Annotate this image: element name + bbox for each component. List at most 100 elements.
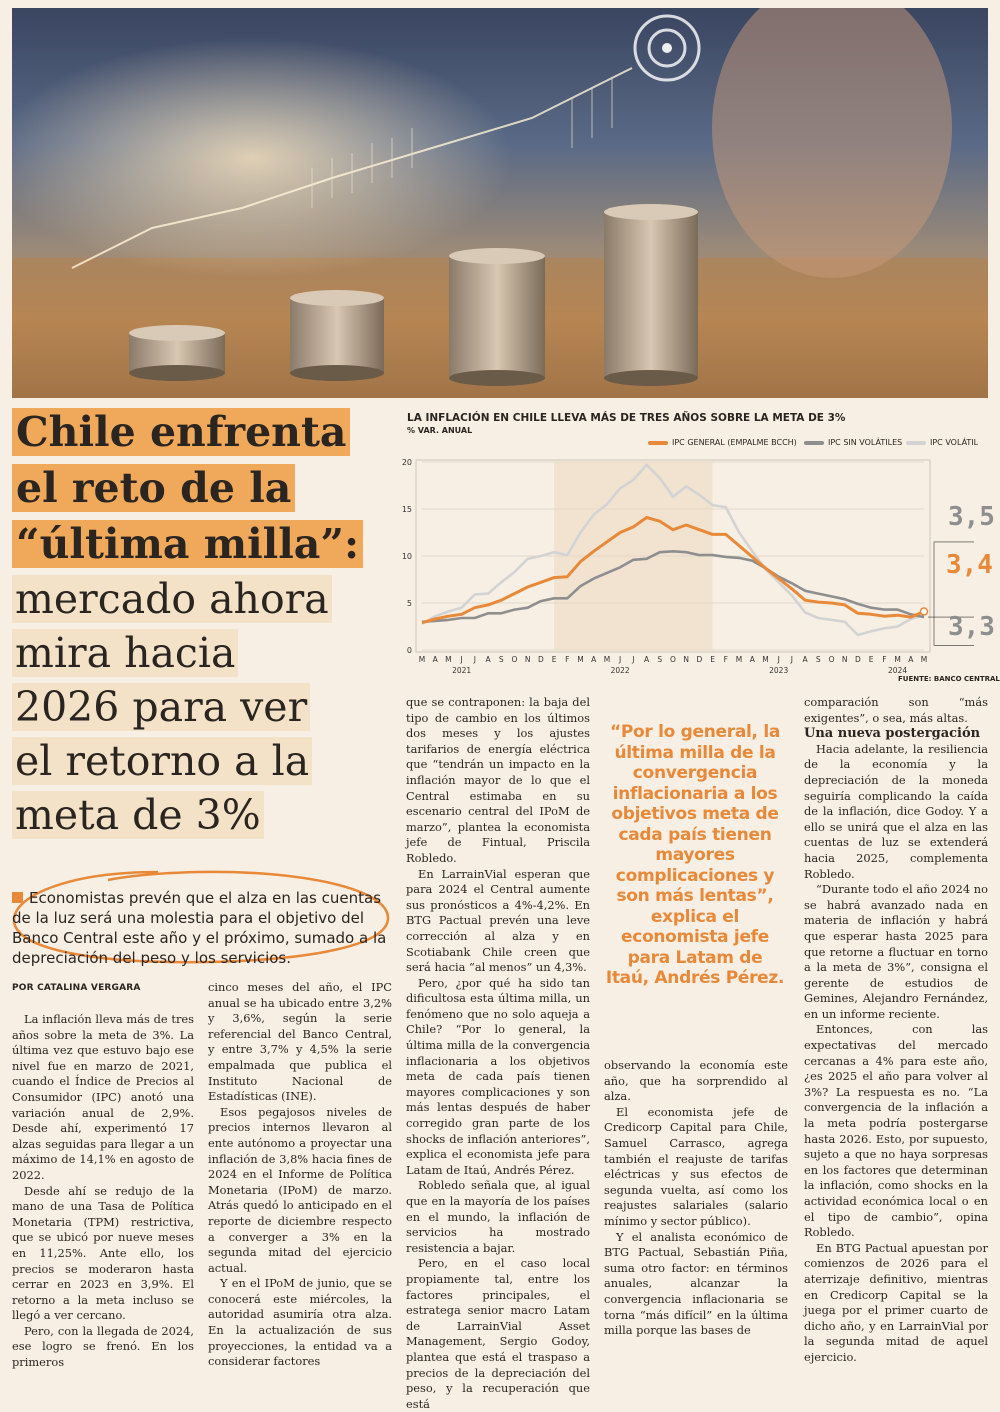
x-tick-label: N <box>525 655 531 664</box>
paragraph: Y el analista económico de BTG Pactual, … <box>604 1229 788 1338</box>
x-tick-label: N <box>683 655 689 664</box>
x-tick-label: M <box>419 655 425 664</box>
series-line <box>421 516 925 625</box>
x-tick-label: M <box>736 655 742 664</box>
hero-photo <box>12 8 988 398</box>
paragraph: En LarrainVial esperan que para 2024 el … <box>406 866 590 975</box>
y-tick-label: 10 <box>402 552 412 561</box>
article-column-5: comparación son “más exigentes”, o sea, … <box>804 695 988 1366</box>
x-tick-label: F <box>565 655 569 664</box>
paragraph: Pero, en el caso local propiamente tal, … <box>406 1256 590 1411</box>
x-tick-label: A <box>591 655 597 664</box>
paragraph: que se contraponen: la baja del tipo de … <box>406 695 590 865</box>
x-tick-label: D <box>538 655 544 664</box>
end-value-volatil: 3,3 <box>948 612 995 642</box>
legend-ipc-general: IPC GENERAL (EMPALME BCCH) <box>648 438 797 447</box>
x-tick-label: D <box>855 655 861 664</box>
paragraph: Entonces, con las expectativas del merca… <box>804 1022 988 1240</box>
series-line <box>421 550 925 624</box>
lead-text: Economistas prevén que el alza en las cu… <box>12 889 387 967</box>
x-tick-label: F <box>882 655 886 664</box>
article-column-3: que se contraponen: la baja del tipo de … <box>406 695 590 1412</box>
x-tick-label: A <box>644 655 650 664</box>
legend-label: IPC SIN VOLÁTILES <box>828 438 903 447</box>
paragraph: En BTG Pactual apuestan por comienzos de… <box>804 1240 988 1364</box>
x-tick-label: M <box>762 655 768 664</box>
chart-source: FUENTE: BANCO CENTRAL <box>898 675 1000 683</box>
x-tick-label: E <box>552 655 557 664</box>
subtitle-line-3: 2026 para ver <box>12 683 311 731</box>
year-label: 2024 <box>888 666 907 675</box>
subtitle-line-2: mira hacia <box>12 629 239 677</box>
paragraph: comparación son “más exigentes”, o sea, … <box>804 695 988 725</box>
paragraph: observando la economía este año, que ha … <box>604 1058 788 1104</box>
subtitle-line-1: mercado ahora <box>12 575 332 623</box>
x-tick-label: D <box>697 655 703 664</box>
x-tick-label: E <box>869 655 874 664</box>
paragraph: Pero, con la llegada de 2024, ese logro … <box>12 1323 194 1370</box>
y-tick-label: 20 <box>402 458 412 467</box>
headline-line-2: el reto de la <box>12 464 296 512</box>
x-tick-label: J <box>473 655 476 664</box>
paragraph: Pero, ¿por qué ha sido tan dificultosa e… <box>406 975 590 1177</box>
callout-line <box>928 541 974 618</box>
paragraph: El economista jefe de Credicorp Capital … <box>604 1104 788 1228</box>
end-value-ipc-general: 3,4 <box>946 550 993 580</box>
legend-label: IPC VOLÁTIL <box>930 438 979 447</box>
x-tick-label: J <box>618 655 621 664</box>
x-tick-label: A <box>750 655 756 664</box>
headline-bold: Chile enfrenta el reto de la “última mil… <box>12 404 398 572</box>
article-column-4: observando la economía este año, que ha … <box>604 1058 788 1339</box>
callout-line <box>933 617 974 646</box>
paragraph: “Durante todo el año 2024 no se habrá av… <box>804 882 988 1021</box>
x-tick-label: M <box>894 655 900 664</box>
hand-drawn-oval <box>12 870 390 964</box>
x-tick-label: A <box>908 655 914 664</box>
paragraph: La inflación lleva más de tres años sobr… <box>12 1012 194 1182</box>
year-label: 2023 <box>769 666 788 675</box>
x-tick-label: M <box>921 655 927 664</box>
x-tick-label: M <box>445 655 451 664</box>
legend-swatch <box>648 440 668 445</box>
y-tick-label: 15 <box>402 505 412 514</box>
chart-unit-label: % VAR. ANUAL <box>407 426 473 435</box>
x-tick-label: F <box>724 655 728 664</box>
legend-swatch <box>906 440 926 445</box>
headline: Chile enfrenta el reto de la “última mil… <box>12 404 398 842</box>
x-tick-label: O <box>512 655 518 664</box>
pull-quote: “Por lo general, la última milla de la c… <box>605 722 785 988</box>
year-label: 2021 <box>452 666 471 675</box>
x-tick-label: J <box>631 655 634 664</box>
headline-line-3: “última milla”: <box>12 520 364 568</box>
bullet-square-icon <box>12 892 23 903</box>
y-tick-label: 5 <box>407 599 412 608</box>
legend-label: IPC GENERAL (EMPALME BCCH) <box>672 438 797 447</box>
x-tick-label: J <box>460 655 463 664</box>
x-tick-label: S <box>499 655 504 664</box>
legend-ipc-volatil: IPC VOLÁTIL <box>906 438 978 447</box>
year-label: 2022 <box>611 666 630 675</box>
lead-paragraph: Economistas prevén que el alza en las cu… <box>12 888 392 968</box>
x-tick-label: S <box>657 655 662 664</box>
x-tick-label: A <box>803 655 809 664</box>
series-line <box>421 463 925 637</box>
coins-growth-illustration <box>12 8 988 398</box>
paragraph: Robledo señala que, al igual que en la m… <box>406 1178 590 1255</box>
x-tick-label: A <box>433 655 439 664</box>
paragraph: Desde ahí se redujo de la mano de una Ta… <box>12 1183 194 1323</box>
x-tick-label: E <box>710 655 715 664</box>
end-value-sin-volatiles: 3,5 <box>948 502 995 532</box>
article-column-2: cinco meses del año, el IPC anual se ha … <box>208 980 392 1370</box>
x-tick-label: A <box>485 655 491 664</box>
plot-frame <box>415 459 931 653</box>
x-tick-label: S <box>816 655 821 664</box>
headline-subtitle: mercado ahora mira hacia 2026 para ver e… <box>12 572 398 842</box>
subheading: Una nueva postergación <box>804 726 981 742</box>
x-tick-label: M <box>604 655 610 664</box>
byline: POR CATALINA VERGARA <box>12 983 141 993</box>
legend-swatch <box>804 440 824 445</box>
legend-ipc-sin-volatiles: IPC SIN VOLÁTILES <box>804 438 902 447</box>
y-tick-label: 0 <box>407 646 412 655</box>
end-marker <box>919 607 929 616</box>
